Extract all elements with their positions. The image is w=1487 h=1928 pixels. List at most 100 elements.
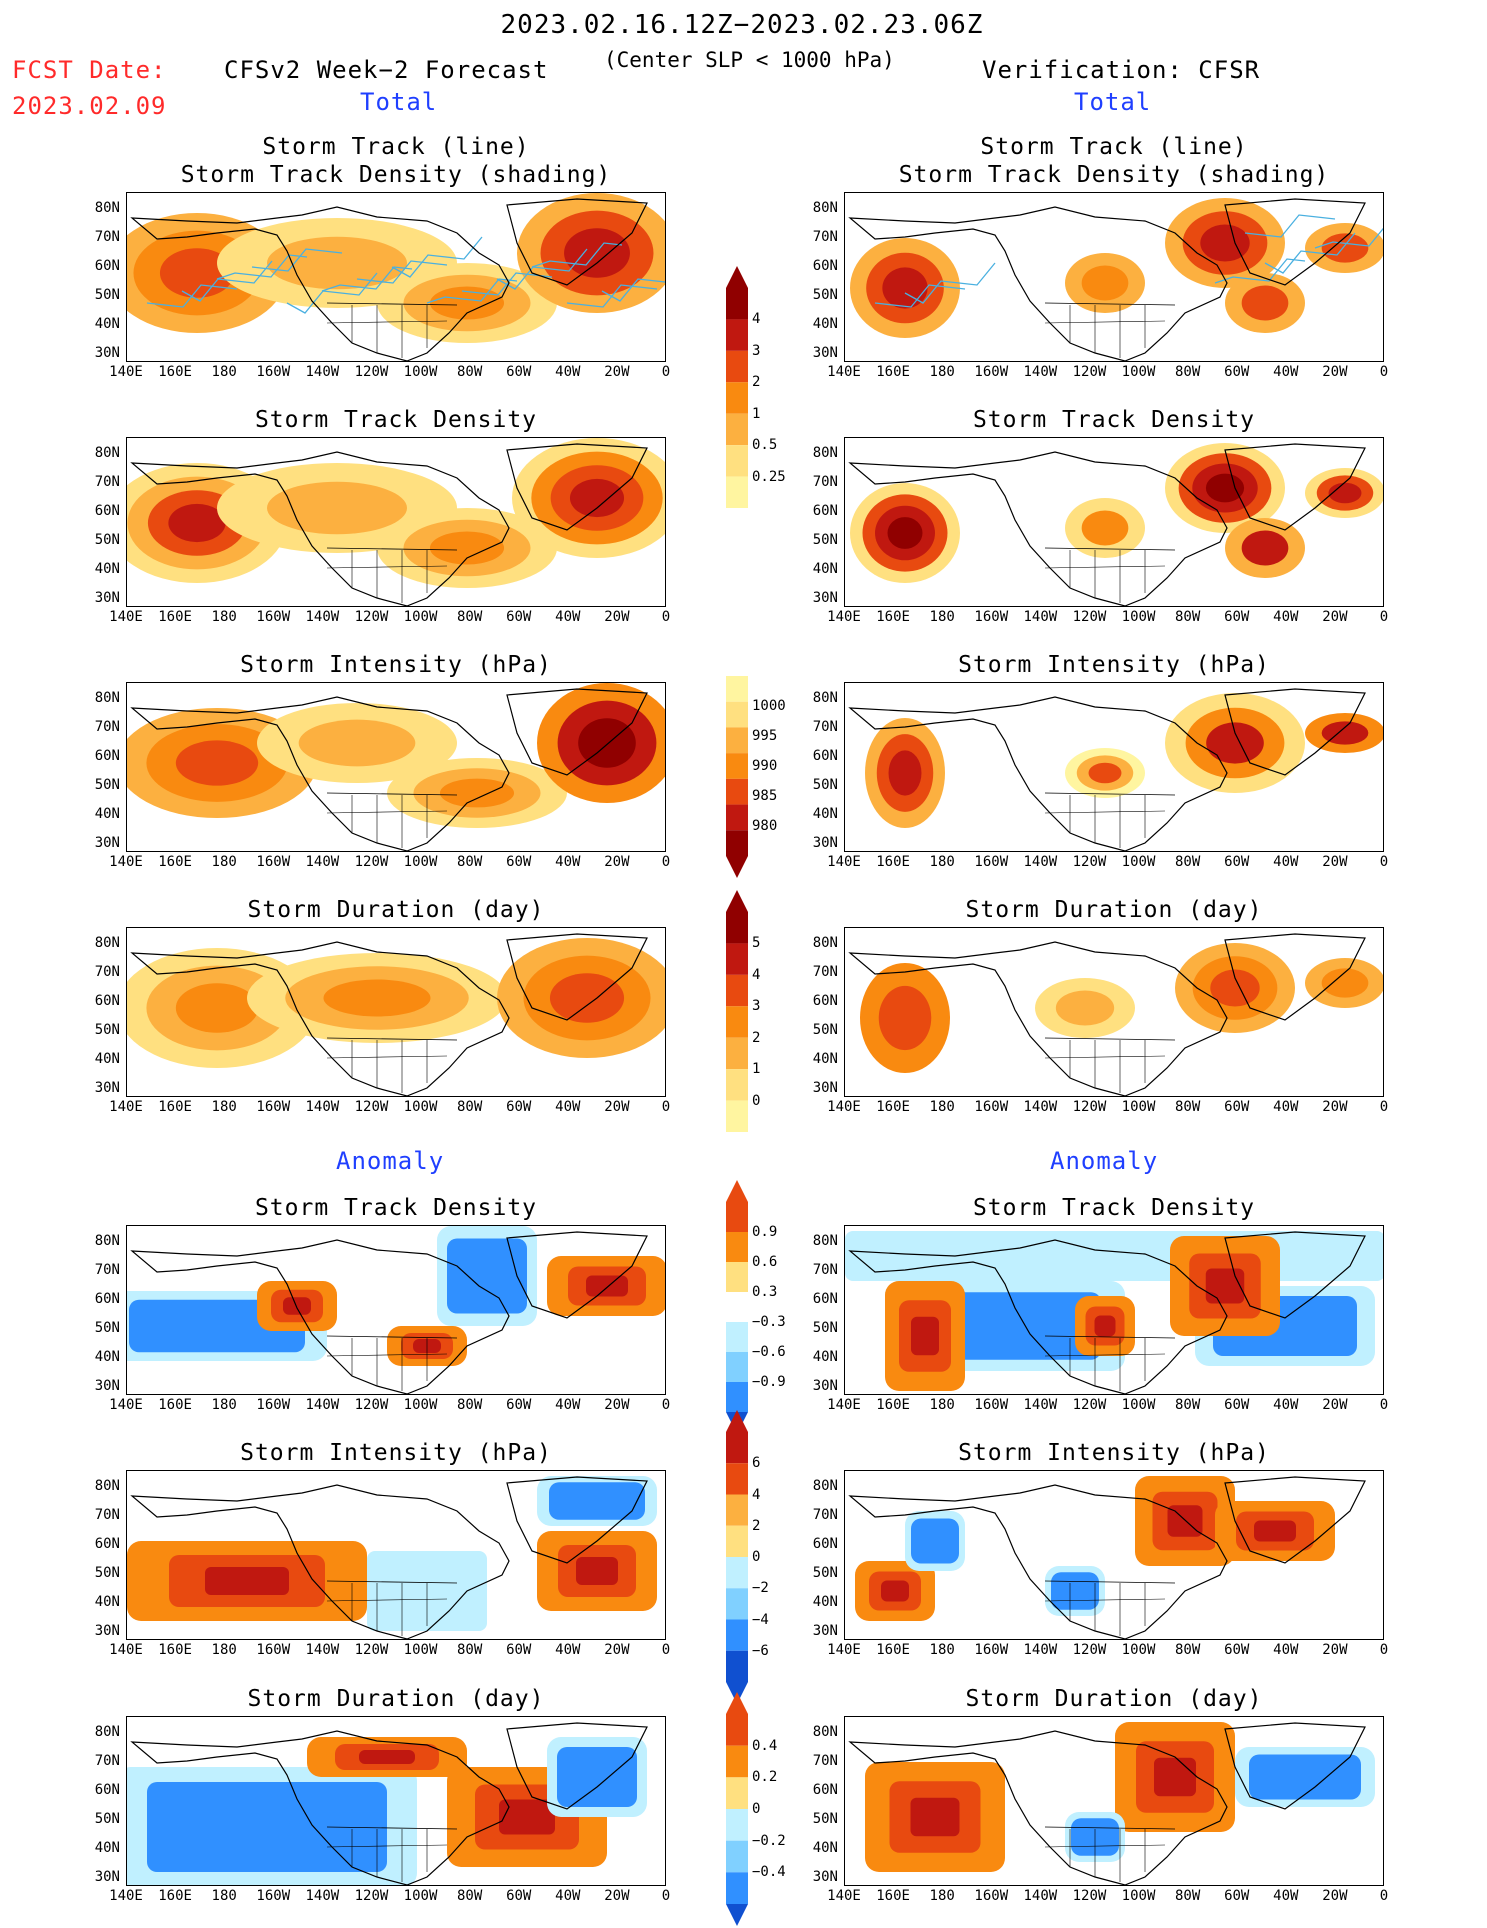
map-panel-fc-adens — [126, 1225, 666, 1395]
lon-tick-label: 140E — [109, 609, 143, 625]
lon-tick-label: 0 — [1379, 1642, 1389, 1658]
lat-tick-label: 80N — [94, 690, 120, 706]
lon-tick-label: 100W — [1121, 1888, 1156, 1904]
colorbar-density-anom — [726, 1180, 748, 1436]
lon-tick-label: 160W — [256, 364, 291, 380]
lon-tick-label: 140E — [827, 1397, 861, 1413]
lat-tick-label: 30N — [812, 1869, 838, 1885]
lon-tick-label: 0 — [1379, 1888, 1389, 1904]
anomaly-label-left: Anomaly — [336, 1147, 445, 1175]
colorbar-label: 6 — [752, 1455, 761, 1472]
lon-tick-label: 140W — [1023, 1099, 1058, 1115]
lon-tick-label: 180 — [211, 1397, 237, 1413]
colorbar-label: 980 — [752, 818, 778, 834]
lat-tick-label: 80N — [812, 1478, 838, 1494]
map-panel-fc-dur — [126, 927, 666, 1097]
colorbar-label: 2 — [752, 1517, 761, 1534]
map-panel-ob-dur — [844, 927, 1384, 1097]
lat-tick-label: 80N — [812, 445, 838, 461]
lon-tick-label: 120W — [354, 1397, 389, 1413]
lon-tick-label: 140W — [305, 1888, 340, 1904]
panel-title: Storm Duration (day) — [247, 897, 545, 923]
lat-tick-label: 50N — [94, 777, 120, 793]
lat-tick-label: 60N — [94, 1782, 120, 1798]
lon-tick-label: 120W — [354, 1099, 389, 1115]
lat-tick-label: 30N — [812, 590, 838, 606]
total-label-left: Total — [360, 88, 438, 116]
lon-tick-label: 20W — [604, 1642, 630, 1658]
lat-tick-label: 80N — [812, 935, 838, 951]
colorbar-label: 4 — [752, 966, 761, 983]
lon-tick-label: 120W — [1072, 1397, 1107, 1413]
colorbar-label: 0 — [752, 1801, 761, 1817]
panel-title: Storm Track Density (shading) — [898, 162, 1330, 188]
total-label-right: Total — [1074, 88, 1152, 116]
lon-tick-label: 140W — [305, 364, 340, 380]
lon-tick-label: 80W — [456, 364, 483, 380]
lon-tick-label: 160W — [974, 1642, 1009, 1658]
lon-tick-label: 160W — [256, 1888, 291, 1904]
lon-tick-label: 40W — [1273, 364, 1299, 380]
colorbar-label: 990 — [752, 758, 778, 774]
lat-tick-label: 50N — [94, 1022, 120, 1038]
colorbar-label: 0.25 — [752, 468, 786, 485]
lon-tick-label: 0 — [661, 1642, 671, 1658]
lat-tick-label: 30N — [812, 345, 838, 361]
lat-tick-label: 50N — [94, 1320, 120, 1336]
lat-tick-label: 80N — [94, 1233, 120, 1249]
lon-tick-label: 140W — [305, 1099, 340, 1115]
colorbar-label: −0.4 — [752, 1864, 786, 1881]
lat-tick-label: 40N — [94, 1051, 120, 1067]
lon-tick-label: 160E — [158, 609, 192, 625]
panel-title: Storm Duration (day) — [247, 1686, 545, 1712]
lon-tick-label: 60W — [1224, 364, 1250, 380]
lon-tick-label: 0 — [1379, 854, 1389, 870]
lon-tick-label: 100W — [1121, 1099, 1156, 1115]
lon-tick-label: 140W — [305, 854, 340, 870]
lon-tick-label: 80W — [456, 1099, 483, 1115]
lat-tick-label: 80N — [94, 200, 120, 216]
lon-tick-label: 160W — [256, 1397, 291, 1413]
lon-tick-label: 0 — [661, 609, 671, 625]
colorbar-label: 0.6 — [752, 1254, 778, 1270]
panel-title: Storm Track (line) — [980, 134, 1248, 160]
lat-tick-label: 30N — [94, 590, 120, 606]
map-panel-ob-aint — [844, 1470, 1384, 1640]
lon-tick-label: 20W — [1322, 1888, 1348, 1904]
lon-tick-label: 80W — [456, 1888, 483, 1904]
lat-tick-label: 60N — [812, 1782, 838, 1798]
colorbar-label: 0.3 — [752, 1284, 778, 1300]
lon-tick-label: 180 — [211, 1642, 237, 1658]
lon-tick-label: 0 — [661, 854, 671, 870]
lon-tick-label: 0 — [661, 1397, 671, 1413]
lat-tick-label: 70N — [812, 1262, 838, 1278]
lon-tick-label: 140E — [109, 1642, 143, 1658]
lon-tick-label: 160W — [256, 1642, 291, 1658]
map-panel-ob-adens — [844, 1225, 1384, 1395]
lon-tick-label: 140W — [305, 1642, 340, 1658]
colorbar-label: −0.6 — [752, 1344, 786, 1360]
lon-tick-label: 60W — [506, 364, 532, 380]
lat-tick-label: 70N — [812, 1753, 838, 1769]
lon-tick-label: 40W — [1273, 1099, 1299, 1115]
lon-tick-label: 80W — [1174, 854, 1201, 870]
lon-tick-label: 20W — [1322, 364, 1348, 380]
lon-tick-label: 120W — [1072, 854, 1107, 870]
lat-tick-label: 50N — [812, 1022, 838, 1038]
lon-tick-label: 180 — [211, 1099, 237, 1115]
lon-tick-label: 0 — [1379, 1099, 1389, 1115]
lat-tick-label: 40N — [812, 561, 838, 577]
lat-tick-label: 60N — [812, 1536, 838, 1552]
lat-tick-label: 30N — [94, 835, 120, 851]
lat-tick-label: 40N — [812, 1594, 838, 1610]
lon-tick-label: 60W — [506, 1888, 532, 1904]
lat-tick-label: 50N — [812, 1320, 838, 1336]
panel-title: Storm Intensity (hPa) — [240, 652, 552, 678]
lat-tick-label: 30N — [812, 1623, 838, 1639]
lat-tick-label: 40N — [94, 316, 120, 332]
lon-tick-label: 180 — [929, 609, 955, 625]
colorbar-label: −4 — [752, 1611, 769, 1628]
lon-tick-label: 140E — [109, 854, 143, 870]
lon-tick-label: 180 — [929, 1397, 955, 1413]
lat-tick-label: 30N — [812, 1080, 838, 1096]
